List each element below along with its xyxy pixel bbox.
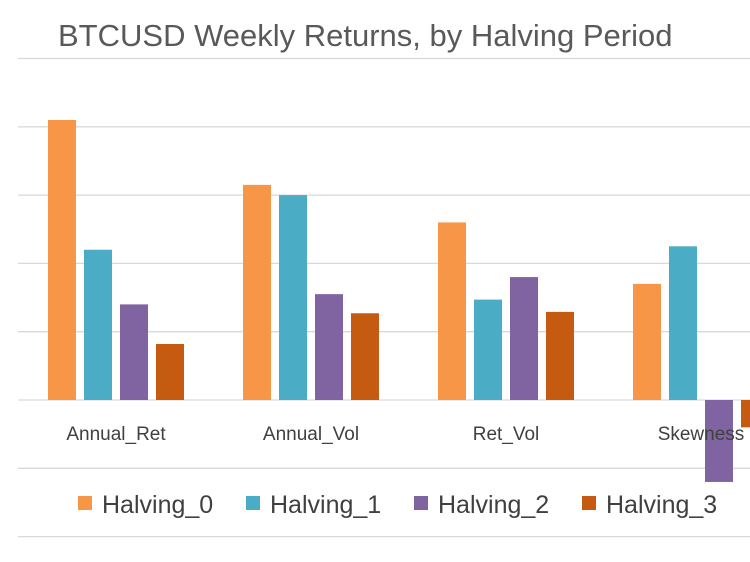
bar-halving-3-annual-ret [156, 343, 184, 400]
legend-swatch [414, 496, 428, 510]
bar-halving-2-skewness [705, 400, 733, 482]
bar-halving-0-ret-vol [438, 222, 466, 400]
category-label: Annual_Vol [263, 424, 359, 445]
bar-halving-3-annual-vol [351, 313, 379, 400]
bar-halving-2-annual-ret [120, 304, 148, 400]
category-label: Ret_Vol [473, 424, 540, 445]
category-label: Skewness [658, 424, 745, 445]
bar-halving-1-skewness [669, 246, 697, 400]
legend-label: Halving_1 [270, 491, 381, 519]
legend-label: Halving_0 [102, 491, 213, 519]
category-label: Annual_Ret [66, 424, 166, 445]
bar-halving-3-skewness [741, 400, 750, 428]
bars [48, 119, 750, 482]
legend-swatch [78, 496, 92, 510]
category-labels: Annual_Ret Annual_Vol Ret_Vol Skewness [66, 424, 744, 445]
legend-swatch [246, 496, 260, 510]
bar-halving-1-annual-ret [84, 249, 112, 400]
bar-halving-0-skewness [633, 283, 661, 400]
chart-title: BTCUSD Weekly Returns, by Halving Period [58, 18, 672, 53]
bar-halving-2-annual-vol [315, 294, 343, 400]
bar-halving-3-ret-vol [546, 311, 574, 400]
bar-halving-2-ret-vol [510, 277, 538, 400]
bar-halving-0-annual-ret [48, 119, 76, 400]
bar-halving-0-annual-vol [243, 184, 271, 400]
bar-halving-1-annual-vol [279, 195, 307, 400]
legend-label: Halving_3 [606, 491, 717, 519]
legend-swatch [582, 496, 596, 510]
legend: Halving_0 Halving_1 Halving_2 Halving_3 [78, 491, 717, 519]
bar-halving-1-ret-vol [474, 299, 502, 400]
legend-label: Halving_2 [438, 491, 549, 519]
